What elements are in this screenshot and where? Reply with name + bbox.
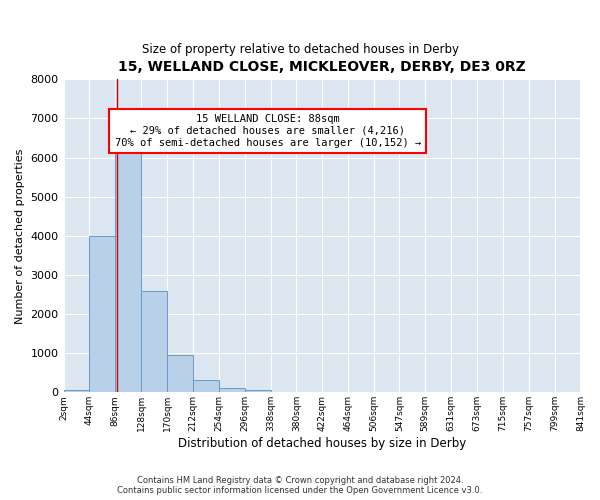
Text: Contains HM Land Registry data © Crown copyright and database right 2024.
Contai: Contains HM Land Registry data © Crown c… xyxy=(118,476,482,495)
Bar xyxy=(115,134,141,392)
Bar xyxy=(245,390,271,392)
Bar xyxy=(64,390,89,392)
Bar xyxy=(167,355,193,393)
Y-axis label: Number of detached properties: Number of detached properties xyxy=(15,148,25,324)
Title: 15, WELLAND CLOSE, MICKLEOVER, DERBY, DE3 0RZ: 15, WELLAND CLOSE, MICKLEOVER, DERBY, DE… xyxy=(118,60,526,74)
Bar xyxy=(141,290,167,392)
Text: Size of property relative to detached houses in Derby: Size of property relative to detached ho… xyxy=(142,42,458,56)
Bar xyxy=(89,236,115,392)
Text: 15 WELLAND CLOSE: 88sqm
← 29% of detached houses are smaller (4,216)
70% of semi: 15 WELLAND CLOSE: 88sqm ← 29% of detache… xyxy=(115,114,421,148)
X-axis label: Distribution of detached houses by size in Derby: Distribution of detached houses by size … xyxy=(178,437,466,450)
Bar xyxy=(219,388,245,392)
Bar xyxy=(193,380,219,392)
